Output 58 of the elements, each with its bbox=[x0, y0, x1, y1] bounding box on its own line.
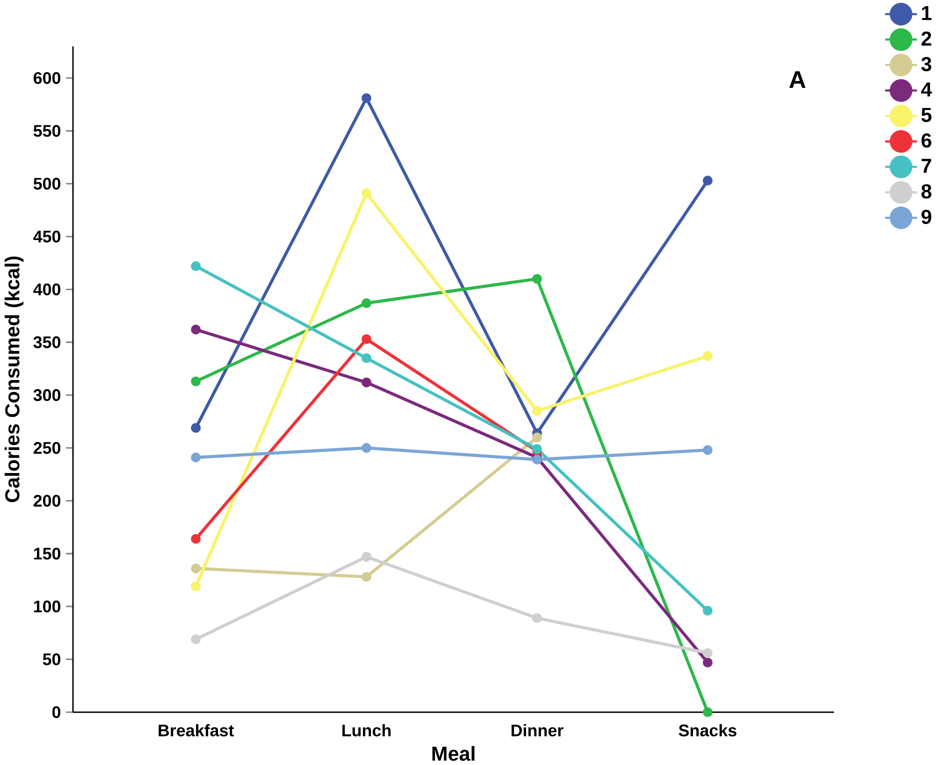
point bbox=[362, 442, 372, 453]
point bbox=[190, 563, 201, 574]
point bbox=[190, 376, 201, 386]
y-tick-label: 600 bbox=[34, 72, 60, 84]
point bbox=[362, 298, 372, 308]
y-axis-title: Calories Consumed (kcal) bbox=[4, 256, 24, 502]
point bbox=[362, 188, 372, 198]
point bbox=[702, 606, 713, 616]
legend-label: 4 bbox=[921, 82, 932, 96]
point bbox=[532, 612, 542, 623]
y-tick-label: 200 bbox=[34, 494, 60, 506]
y-tick-label: 50 bbox=[42, 653, 60, 666]
x-tick-label: Dinner bbox=[512, 724, 564, 736]
point bbox=[190, 324, 201, 334]
point bbox=[190, 581, 201, 592]
y-tick-label: 450 bbox=[33, 230, 60, 242]
point bbox=[702, 350, 713, 361]
point bbox=[190, 534, 201, 544]
point bbox=[702, 657, 713, 668]
point bbox=[532, 274, 542, 284]
point bbox=[362, 377, 372, 388]
point bbox=[362, 352, 372, 363]
point bbox=[190, 261, 201, 271]
annotation: A bbox=[789, 71, 806, 88]
point bbox=[362, 552, 372, 562]
y-tick-label: 550 bbox=[34, 124, 60, 137]
x-axis-title: Meal bbox=[432, 746, 474, 761]
y-tick-label: 0 bbox=[52, 706, 60, 718]
y-tick-label: 350 bbox=[33, 336, 60, 348]
point bbox=[362, 92, 372, 103]
point bbox=[532, 432, 542, 442]
y-tick-label: 250 bbox=[34, 442, 60, 454]
legend-label: 9 bbox=[922, 209, 932, 224]
point bbox=[190, 422, 201, 433]
point bbox=[190, 452, 201, 462]
point bbox=[702, 444, 713, 455]
legend-label: 2 bbox=[922, 31, 932, 46]
y-tick-label: 100 bbox=[34, 600, 60, 612]
x-tick-label: Lunch bbox=[342, 724, 391, 736]
legend-label: 7 bbox=[922, 158, 932, 173]
point bbox=[702, 648, 713, 658]
legend-label: 1 bbox=[922, 6, 932, 20]
legend-label: 6 bbox=[922, 133, 932, 148]
point bbox=[190, 634, 201, 644]
y-tick-label: 150 bbox=[34, 547, 60, 560]
y-tick-label: 500 bbox=[34, 178, 60, 190]
x-tick-label: Snacks bbox=[678, 724, 736, 736]
legend-label: 3 bbox=[921, 56, 932, 72]
x-tick-label: Breakfast bbox=[158, 724, 234, 736]
y-tick-label: 400 bbox=[33, 283, 60, 296]
point bbox=[702, 175, 713, 186]
y-tick-label: 300 bbox=[33, 388, 60, 401]
point bbox=[702, 707, 713, 717]
legend-label: 5 bbox=[921, 108, 932, 122]
point bbox=[532, 406, 542, 416]
legend-label: 8 bbox=[921, 184, 932, 198]
point bbox=[362, 334, 372, 344]
point bbox=[362, 572, 372, 582]
